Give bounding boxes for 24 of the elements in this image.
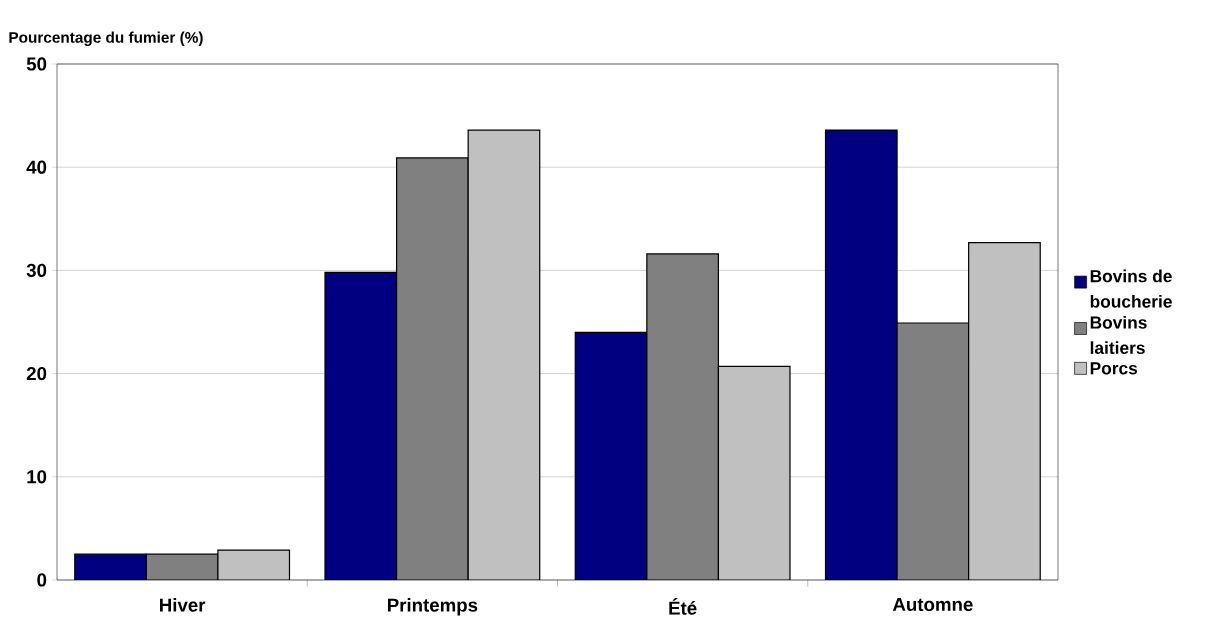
y-axis-title: Pourcentage du fumier (%) bbox=[9, 31, 203, 46]
bar bbox=[217, 550, 290, 580]
y-tick-label: 40 bbox=[26, 160, 47, 174]
bar bbox=[575, 332, 647, 580]
bar bbox=[146, 554, 218, 580]
legend-label: Bovins de boucherie bbox=[1090, 269, 1172, 308]
y-tick-label: 0 bbox=[37, 573, 47, 587]
y-tick-label: 20 bbox=[26, 366, 47, 381]
legend-label: Porcs bbox=[1090, 362, 1138, 375]
bar bbox=[325, 272, 397, 580]
x-tick-label: Été bbox=[669, 598, 697, 615]
bar bbox=[824, 129, 898, 580]
x-tick-label: Automne bbox=[892, 598, 973, 612]
bar bbox=[646, 253, 719, 580]
y-tick-label: 30 bbox=[26, 263, 47, 278]
legend-label: Bovins laitiers bbox=[1090, 315, 1147, 355]
bar bbox=[74, 554, 147, 580]
bar bbox=[718, 366, 790, 580]
y-tick-label: 50 bbox=[26, 57, 47, 71]
bar bbox=[396, 157, 469, 580]
y-tick-label: 10 bbox=[27, 470, 47, 484]
x-tick-label: Printemps bbox=[387, 598, 478, 616]
x-tick-label: Hiver bbox=[160, 598, 206, 612]
bar bbox=[896, 322, 970, 580]
